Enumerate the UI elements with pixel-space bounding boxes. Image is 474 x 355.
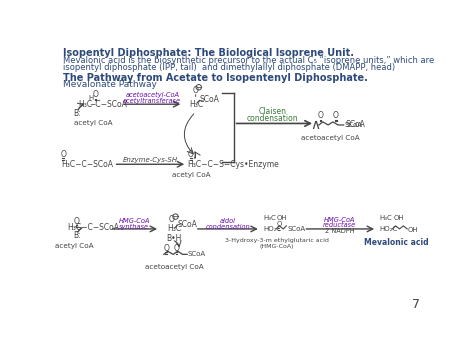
Text: HMG-CoA: HMG-CoA <box>324 217 356 223</box>
Text: Mevalonate Pathway: Mevalonate Pathway <box>63 80 157 89</box>
Text: H₃C−C−SCoA: H₃C−C−SCoA <box>61 160 113 169</box>
Text: 2 NADPH: 2 NADPH <box>325 228 355 234</box>
Text: Isopentyl Diphosphate: The Biological Isoprene Unit.: Isopentyl Diphosphate: The Biological Is… <box>63 48 354 58</box>
Text: H: H <box>89 95 94 101</box>
Text: acetoacetyl-CoA: acetoacetyl-CoA <box>125 92 179 98</box>
Text: H₃C: H₃C <box>79 100 93 109</box>
Text: B:: B: <box>73 231 81 240</box>
Text: B•H: B•H <box>166 234 182 244</box>
Text: −: − <box>172 212 179 221</box>
Text: HO₂C: HO₂C <box>379 226 398 232</box>
Text: O: O <box>318 111 323 120</box>
Text: O: O <box>277 221 283 227</box>
Text: O: O <box>93 91 99 99</box>
Text: HO₂C: HO₂C <box>263 226 282 232</box>
Text: −: − <box>195 83 202 92</box>
Text: SCoA: SCoA <box>187 251 205 257</box>
Text: Mevalonic acid is the biosynthetic precursor to the actual C₅ “isoprene units,” : Mevalonic acid is the biosynthetic precu… <box>63 56 434 65</box>
Text: Claisen: Claisen <box>258 108 286 116</box>
Text: O: O <box>193 86 199 95</box>
Text: O: O <box>60 150 66 159</box>
Text: acetyltransferase: acetyltransferase <box>123 98 182 104</box>
Text: Enzyme-Cys-SH: Enzyme-Cys-SH <box>122 157 177 163</box>
Text: H₃C−C−SCoA: H₃C−C−SCoA <box>67 223 119 232</box>
Text: H₃C: H₃C <box>263 215 276 221</box>
Text: acetyl CoA: acetyl CoA <box>74 120 113 126</box>
Text: SCoA: SCoA <box>200 95 219 104</box>
Text: acetyl CoA: acetyl CoA <box>55 243 94 249</box>
Text: SCoA: SCoA <box>287 226 305 232</box>
Text: −C−SCoA: −C−SCoA <box>89 100 127 109</box>
Text: acetoacetyl CoA: acetoacetyl CoA <box>301 135 360 141</box>
Text: O: O <box>163 244 169 253</box>
Text: SCoA: SCoA <box>346 120 366 130</box>
Text: O: O <box>73 217 79 226</box>
Text: acetoacetyl CoA: acetoacetyl CoA <box>145 264 203 269</box>
Text: reductase: reductase <box>323 222 356 228</box>
Text: SCoA: SCoA <box>345 122 363 128</box>
Text: 7: 7 <box>412 297 420 311</box>
Text: aldol: aldol <box>220 218 236 224</box>
Text: H₃C−C−S−Cys•Enzyme: H₃C−C−S−Cys•Enzyme <box>187 160 279 169</box>
Text: synthase: synthase <box>119 224 149 230</box>
Text: Mevalonic acid: Mevalonic acid <box>364 238 428 247</box>
Text: OH: OH <box>408 228 419 234</box>
Text: O: O <box>169 215 174 224</box>
Text: H₃C: H₃C <box>190 100 203 109</box>
Text: 3-Hydroxy-3-m ethylglutaric acid: 3-Hydroxy-3-m ethylglutaric acid <box>225 238 329 243</box>
Text: condensation: condensation <box>246 114 298 122</box>
Text: H₃C: H₃C <box>379 215 392 221</box>
Text: O: O <box>188 150 194 159</box>
Text: H₃C: H₃C <box>168 224 182 234</box>
Text: OH: OH <box>393 215 404 221</box>
Text: (HMG-CoA): (HMG-CoA) <box>260 244 294 249</box>
Text: HMG-CoA: HMG-CoA <box>119 218 150 224</box>
Text: SCoA: SCoA <box>177 220 197 229</box>
Text: The Pathway from Acetate to Isopentenyl Diphosphate.: The Pathway from Acetate to Isopentenyl … <box>63 73 368 83</box>
Text: B:: B: <box>73 109 81 118</box>
Text: ∧: ∧ <box>310 118 320 132</box>
Text: O: O <box>173 244 179 253</box>
Text: condensation: condensation <box>206 224 251 230</box>
Text: OH: OH <box>277 215 288 221</box>
Text: acetyl CoA: acetyl CoA <box>172 172 210 178</box>
Text: isopentyl diphosphate (IPP, tail)  and dimethylallyl diphosphate (DMAPP, head): isopentyl diphosphate (IPP, tail) and di… <box>63 62 395 72</box>
Text: O: O <box>333 111 339 120</box>
